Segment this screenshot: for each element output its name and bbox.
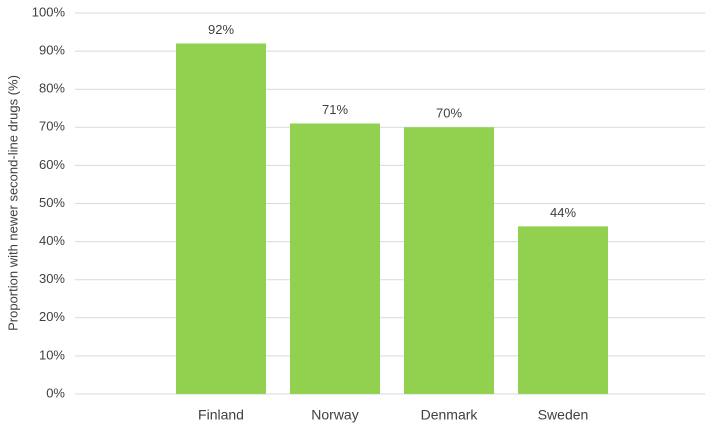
bar <box>518 226 608 394</box>
x-tick-label: Sweden <box>538 407 589 423</box>
y-tick-label: 60% <box>39 157 65 172</box>
y-tick-label: 70% <box>39 119 65 134</box>
x-tick-label: Finland <box>198 407 244 423</box>
bar <box>176 43 266 394</box>
x-tick-label: Norway <box>311 407 358 423</box>
y-tick-label: 80% <box>39 81 65 96</box>
y-axis-label: Proportion with newer second-line drugs … <box>5 75 20 331</box>
y-tick-label: 50% <box>39 195 65 210</box>
data-label: 92% <box>208 22 234 37</box>
bar <box>404 127 494 395</box>
y-tick-label: 40% <box>39 233 65 248</box>
y-tick-label: 100% <box>32 4 66 19</box>
y-tick-label: 20% <box>39 309 65 324</box>
x-tick-label: Denmark <box>421 407 479 423</box>
y-tick-label: 30% <box>39 271 65 286</box>
y-tick-label: 10% <box>39 347 65 362</box>
y-tick-label: 0% <box>46 385 65 400</box>
data-label: 71% <box>322 102 348 117</box>
y-tick-label: 90% <box>39 43 65 58</box>
bar <box>290 123 380 395</box>
data-label: 44% <box>550 205 576 220</box>
data-label: 70% <box>436 106 462 121</box>
